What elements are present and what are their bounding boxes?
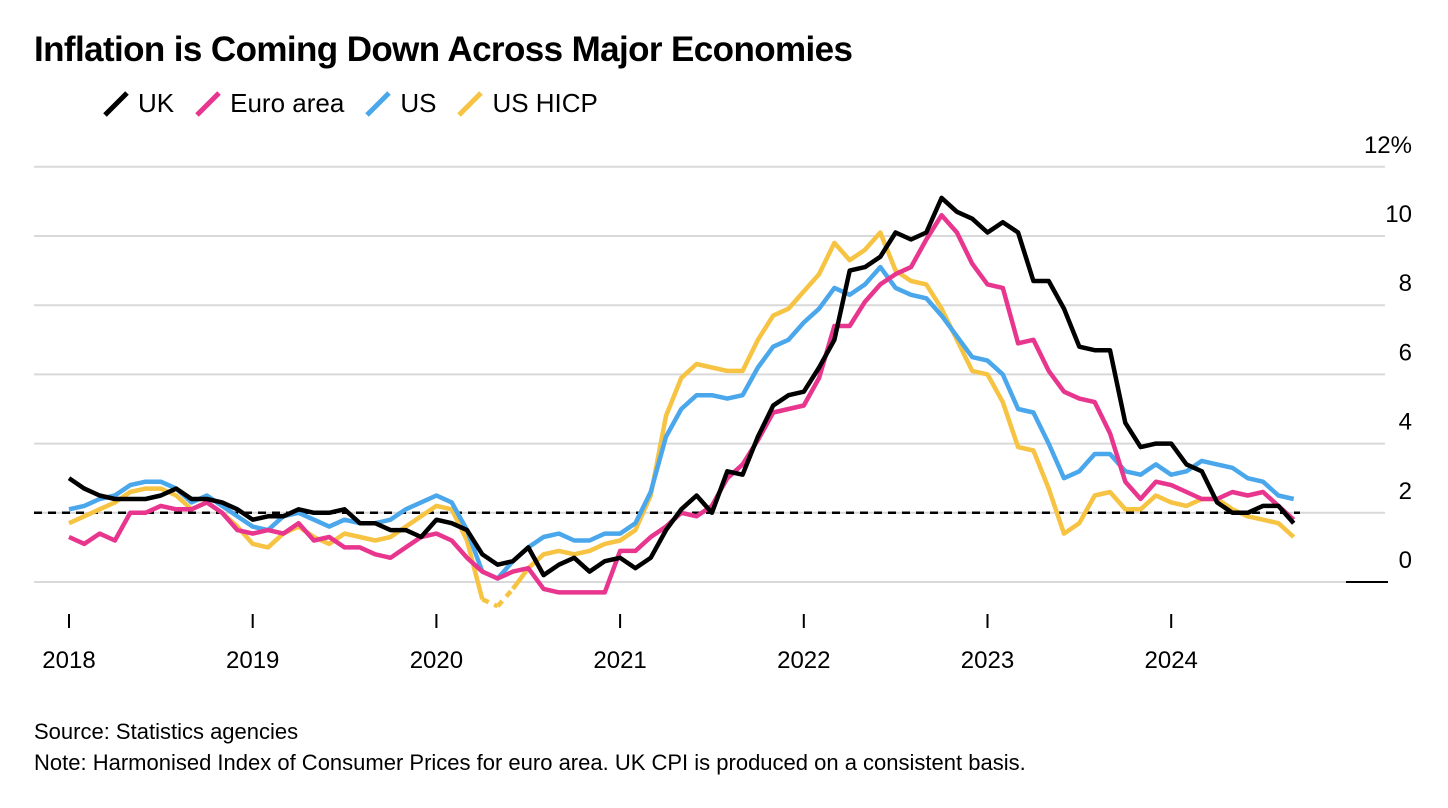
x-tick-label: 2023 [961, 647, 1014, 674]
legend-swatch-us-hicp [457, 90, 484, 117]
series-line-euro-area [68, 212, 1296, 595]
series-line-us-hicp [68, 230, 1296, 600]
legend-swatch-uk [103, 90, 129, 117]
y-tick-label: 8 [1399, 270, 1412, 297]
y-tick-label: 4 [1399, 409, 1412, 436]
legend: UK Euro area US US HICP [102, 88, 598, 119]
legend-label-euro-area: Euro area [230, 88, 345, 118]
legend-item-uk: UK [102, 88, 174, 119]
y-tick-label: 10 [1385, 201, 1412, 228]
legend-label-us: US [400, 88, 437, 118]
legend-item-us: US [364, 88, 436, 119]
y-tick-label: 12% [1364, 132, 1412, 159]
x-tick-label: 2019 [226, 647, 279, 674]
legend-item-euro-area: Euro area [194, 88, 344, 119]
legend-swatch-euro-area [195, 90, 221, 117]
x-tick-label: 2022 [777, 647, 830, 674]
methodology-note: Note: Harmonised Index of Consumer Price… [34, 750, 1026, 775]
chart-title: Inflation is Coming Down Across Major Ec… [34, 30, 853, 69]
x-tick-label: 2020 [410, 647, 463, 674]
x-tick-label: 2021 [593, 647, 646, 674]
series-line-us [68, 264, 1295, 581]
legend-label-us-hicp: US HICP [492, 88, 598, 118]
source-note: Source: Statistics agencies [34, 719, 299, 744]
y-tick-label: 0 [1399, 547, 1412, 574]
series-line-uk [67, 195, 1296, 578]
x-tick-label: 2018 [42, 647, 95, 674]
y-tick-label: 6 [1399, 339, 1412, 366]
legend-label-uk: UK [138, 88, 175, 118]
chart-footer: Source: Statistics agencies Note: Harmon… [34, 716, 1026, 778]
legend-item-us-hicp: US HICP [456, 88, 598, 119]
legend-swatch-us [365, 90, 392, 117]
y-tick-label: 2 [1399, 478, 1412, 505]
series-line-us-hicp-dashed [481, 587, 515, 609]
x-tick-label: 2024 [1145, 647, 1198, 674]
